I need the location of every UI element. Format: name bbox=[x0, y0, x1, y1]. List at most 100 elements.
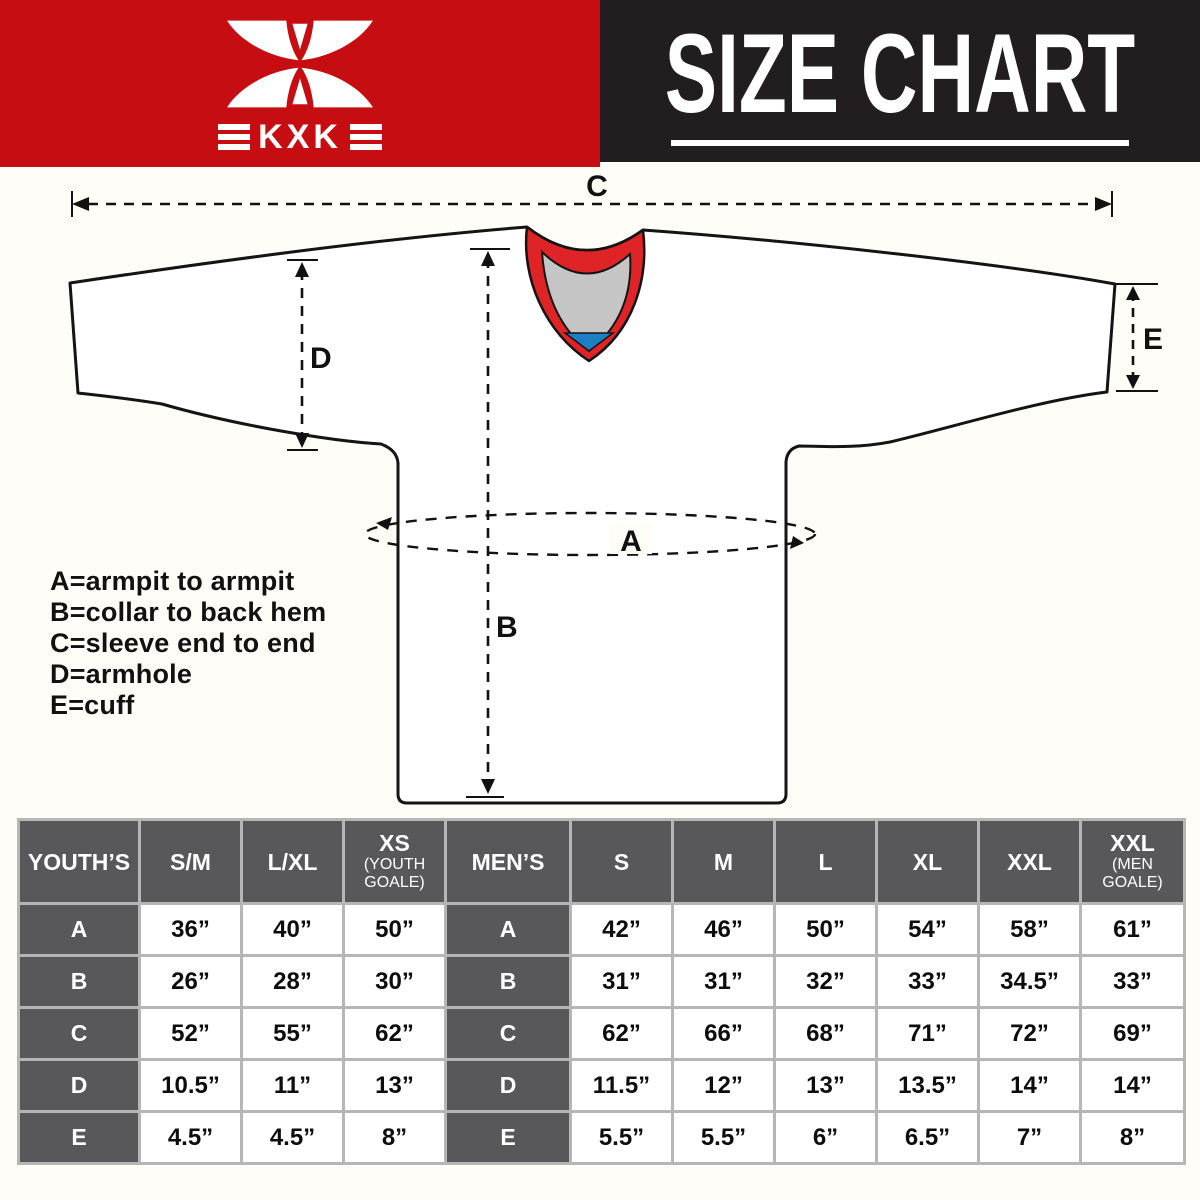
men-value-cell: 54” bbox=[875, 902, 980, 957]
youth-value-cell: 30” bbox=[342, 954, 447, 1009]
men-value-cell: 46” bbox=[671, 902, 776, 957]
row-label-youth: A bbox=[17, 902, 141, 957]
men-value-cell: 33” bbox=[875, 954, 980, 1009]
youth-value-cell: 40” bbox=[240, 902, 345, 957]
men-value-cell: 11.5” bbox=[569, 1058, 674, 1113]
men-value-cell: 6” bbox=[773, 1110, 878, 1165]
brand-header-band: KXK bbox=[0, 0, 600, 167]
column-header: L/XL bbox=[240, 818, 345, 905]
table-row: D 10.5” 11” 13” D 11.5” 12” 13” 13.5” 14” 14” bbox=[17, 1058, 1186, 1113]
youth-value-cell: 8” bbox=[342, 1110, 447, 1165]
legend-line-d: D=armhole bbox=[50, 659, 193, 689]
dim-label-b: B bbox=[496, 611, 518, 644]
youth-value-cell: 50” bbox=[342, 902, 447, 957]
column-header: S bbox=[569, 818, 674, 905]
column-header: XXL (MEN GOALE) bbox=[1079, 818, 1186, 905]
men-value-cell: 13” bbox=[773, 1058, 878, 1113]
men-value-cell: 7” bbox=[977, 1110, 1082, 1165]
men-value-cell: 33” bbox=[1079, 954, 1186, 1009]
youth-value-cell: 52” bbox=[138, 1006, 243, 1061]
legend-line-c: C=sleeve end to end bbox=[50, 628, 316, 658]
men-value-cell: 68” bbox=[773, 1006, 878, 1061]
collar-blue-insert bbox=[562, 332, 616, 352]
row-label-men: E bbox=[444, 1110, 572, 1165]
size-table-body: A 36” 40” 50” A 42” 46” 50” 54” 58” 61” B 26” 28” 30” B… bbox=[17, 902, 1186, 1165]
kxk-butterfly-logo-icon bbox=[227, 20, 373, 108]
jersey-measurement-diagram: C D B bbox=[68, 170, 1163, 805]
men-value-cell: 13.5” bbox=[875, 1058, 980, 1113]
men-value-cell: 42” bbox=[569, 902, 674, 957]
column-header: M bbox=[671, 818, 776, 905]
dim-label-c: C bbox=[586, 170, 608, 203]
legend-line-b: B=collar to back hem bbox=[50, 597, 327, 627]
dim-label-a: A bbox=[620, 525, 642, 558]
youth-value-cell: 10.5” bbox=[138, 1058, 243, 1113]
men-value-cell: 32” bbox=[773, 954, 878, 1009]
youth-value-cell: 4.5” bbox=[138, 1110, 243, 1165]
men-value-cell: 12” bbox=[671, 1058, 776, 1113]
title-band: SIZE CHART bbox=[600, 0, 1200, 162]
column-header: YOUTH’S bbox=[17, 818, 141, 905]
triple-bar-icon bbox=[349, 124, 382, 150]
youth-value-cell: 13” bbox=[342, 1058, 447, 1113]
men-value-cell: 5.5” bbox=[671, 1110, 776, 1165]
men-value-cell: 58” bbox=[977, 902, 1082, 957]
triple-bar-icon bbox=[218, 124, 251, 150]
row-label-men: B bbox=[444, 954, 572, 1009]
column-header: MEN’S bbox=[444, 818, 572, 905]
youth-value-cell: 28” bbox=[240, 954, 345, 1009]
column-header: XL bbox=[875, 818, 980, 905]
men-value-cell: 72” bbox=[977, 1006, 1082, 1061]
column-header: S/M bbox=[138, 818, 243, 905]
youth-value-cell: 11” bbox=[240, 1058, 345, 1113]
title-underline bbox=[671, 140, 1129, 146]
size-table-header: YOUTH’S S/M L/XL XS (YOUTH GOALE) MEN’S S M L XL X… bbox=[17, 818, 1186, 905]
men-value-cell: 66” bbox=[671, 1006, 776, 1061]
men-value-cell: 34.5” bbox=[977, 954, 1082, 1009]
dimension-e bbox=[1116, 283, 1158, 392]
row-label-youth: C bbox=[17, 1006, 141, 1061]
row-label-youth: D bbox=[17, 1058, 141, 1113]
brand-logo: KXK bbox=[218, 14, 382, 154]
legend-line-e: E=cuff bbox=[50, 690, 135, 720]
youth-value-cell: 55” bbox=[240, 1006, 345, 1061]
dim-label-d: D bbox=[310, 342, 332, 375]
men-value-cell: 31” bbox=[569, 954, 674, 1009]
men-value-cell: 6.5” bbox=[875, 1110, 980, 1165]
men-value-cell: 71” bbox=[875, 1006, 980, 1061]
men-value-cell: 5.5” bbox=[569, 1110, 674, 1165]
table-row: C 52” 55” 62” C 62” 66” 68” 71” 72” 69” bbox=[17, 1006, 1186, 1061]
brand-wordmark: KXK bbox=[218, 120, 382, 154]
dimension-b bbox=[466, 248, 510, 798]
row-label-youth: B bbox=[17, 954, 141, 1009]
table-row: A 36” 40” 50” A 42” 46” 50” 54” 58” 61” bbox=[17, 902, 1186, 957]
youth-value-cell: 26” bbox=[138, 954, 243, 1009]
dimension-d bbox=[287, 259, 318, 451]
men-value-cell: 69” bbox=[1079, 1006, 1186, 1061]
row-label-men: C bbox=[444, 1006, 572, 1061]
page-title: SIZE CHART bbox=[664, 11, 1136, 136]
men-value-cell: 8” bbox=[1079, 1110, 1186, 1165]
table-row: B 26” 28” 30” B 31” 31” 32” 33” 34.5” 33” bbox=[17, 954, 1186, 1009]
men-value-cell: 31” bbox=[671, 954, 776, 1009]
table-row: E 4.5” 4.5” 8” E 5.5” 5.5” 6” 6.5” 7” 8” bbox=[17, 1110, 1186, 1165]
size-table: YOUTH’S S/M L/XL XS (YOUTH GOALE) MEN’S S M L XL X… bbox=[17, 818, 1186, 1165]
men-value-cell: 62” bbox=[569, 1006, 674, 1061]
youth-value-cell: 4.5” bbox=[240, 1110, 345, 1165]
measurement-legend: A=armpit to armpit B=collar to back hem … bbox=[50, 566, 326, 721]
men-value-cell: 14” bbox=[1079, 1058, 1186, 1113]
dimension-c bbox=[71, 191, 1113, 217]
men-value-cell: 61” bbox=[1079, 902, 1186, 957]
dim-label-e: E bbox=[1143, 323, 1163, 356]
jersey-collar bbox=[524, 225, 646, 363]
row-label-youth: E bbox=[17, 1110, 141, 1165]
column-header: XS (YOUTH GOALE) bbox=[342, 818, 447, 905]
legend-line-a: A=armpit to armpit bbox=[50, 566, 295, 596]
dimension-a bbox=[363, 511, 817, 557]
row-label-men: D bbox=[444, 1058, 572, 1113]
men-value-cell: 14” bbox=[977, 1058, 1082, 1113]
row-label-men: A bbox=[444, 902, 572, 957]
youth-value-cell: 36” bbox=[138, 902, 243, 957]
column-header: L bbox=[773, 818, 878, 905]
